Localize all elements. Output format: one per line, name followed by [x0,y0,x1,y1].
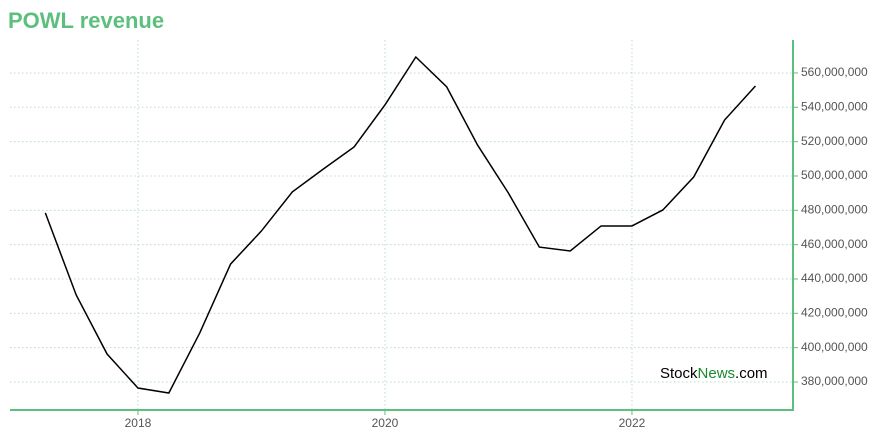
x-tick-label: 2022 [619,416,646,430]
watermark-highlight: News [698,365,736,382]
y-tick-label: 540,000,000 [801,99,868,113]
y-tick-label: 520,000,000 [801,134,868,148]
y-tick-label: 560,000,000 [801,65,868,79]
x-tick-label: 2020 [372,416,399,430]
y-tick-label: 440,000,000 [801,271,868,285]
watermark: StockNews.com [660,365,768,382]
chart-title: POWL revenue [8,8,164,33]
x-tick-label: 2018 [125,416,152,430]
y-tick-label: 460,000,000 [801,237,868,251]
y-tick-label: 500,000,000 [801,168,868,182]
y-tick-label: 380,000,000 [801,374,868,388]
y-tick-label: 400,000,000 [801,340,868,354]
y-tick-label: 420,000,000 [801,306,868,320]
watermark-prefix: Stock [660,365,698,382]
line-series [44,55,757,394]
watermark-suffix: .com [735,365,768,382]
y-tick-label: 480,000,000 [801,202,868,216]
